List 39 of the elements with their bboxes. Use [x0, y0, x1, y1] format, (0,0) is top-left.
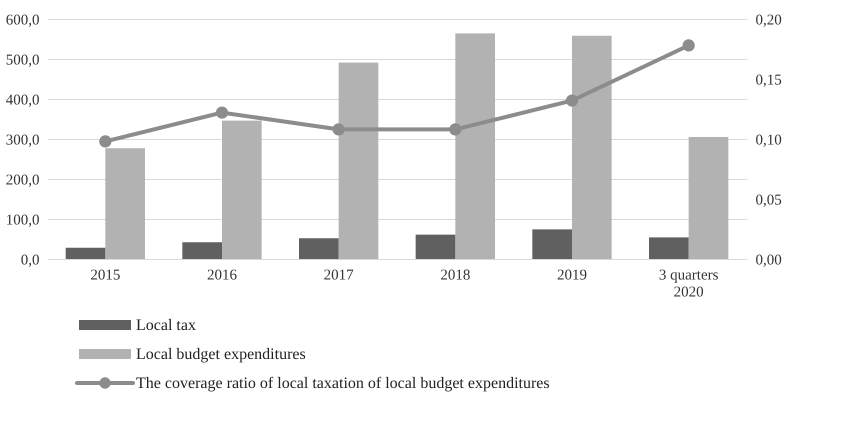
bar [416, 234, 456, 259]
point [99, 135, 112, 148]
bar [338, 62, 378, 259]
x-tick-label: 2017 [324, 268, 354, 284]
y-tick-label: 200,0 [6, 172, 40, 188]
y-tick-label: 400,0 [6, 92, 40, 108]
y-tick-label: 100,0 [6, 212, 40, 228]
bar [66, 248, 106, 259]
bar [455, 33, 495, 259]
bar [688, 137, 728, 259]
point [682, 39, 695, 52]
legend-label: The coverage ratio of local taxation of local budget expenditures [136, 375, 550, 392]
bar [182, 242, 222, 259]
x-tick-label: 2019 [557, 268, 587, 284]
y2-tick-label: 0,15 [756, 72, 782, 88]
y-tick-label: 300,0 [6, 132, 40, 148]
legend-label: Local tax [136, 317, 196, 334]
y-tick-label: 500,0 [6, 52, 40, 68]
point [332, 123, 345, 136]
y2-tick-label: 0,05 [756, 192, 782, 208]
bar [649, 237, 689, 259]
y-tick-label: 0,0 [20, 252, 40, 268]
y2-tick-label: 0,00 [756, 252, 782, 268]
bar [572, 36, 612, 259]
point [566, 94, 578, 107]
bar [222, 120, 262, 259]
y2-tick-label: 0,20 [756, 12, 782, 28]
x-tick-label: 2015 [90, 268, 120, 284]
point [449, 123, 462, 136]
y-tick-label: 600,0 [6, 12, 40, 28]
bar [105, 148, 145, 259]
point [216, 106, 228, 119]
y2-tick-label: 0,10 [756, 132, 782, 148]
bar [532, 229, 572, 259]
bar [299, 238, 339, 259]
x-tick-label: 3 quarters 2020 [658, 268, 719, 300]
x-tick-label: 2018 [440, 268, 470, 284]
legend-label: Local budget expenditures [136, 346, 306, 363]
x-tick-label: 2016 [207, 268, 238, 284]
